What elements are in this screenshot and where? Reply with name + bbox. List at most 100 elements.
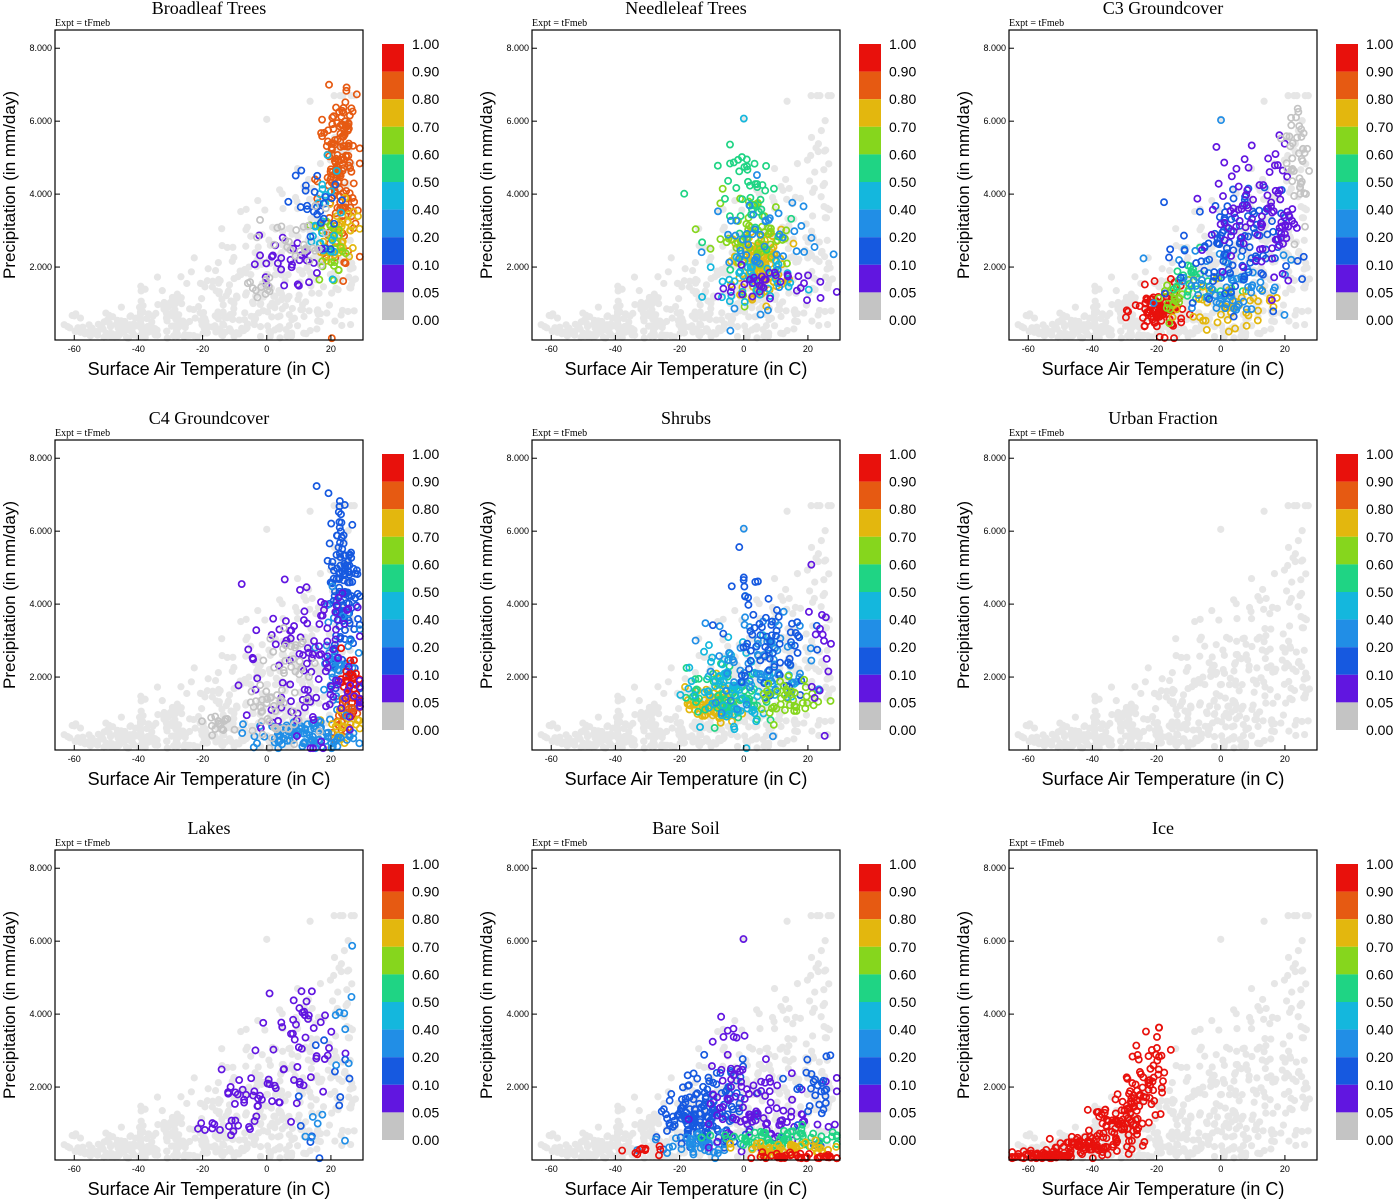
background-point [191, 724, 199, 732]
background-point [211, 676, 220, 685]
background-point [543, 324, 551, 332]
data-point [253, 293, 262, 302]
background-point [299, 306, 307, 314]
background-point [130, 730, 138, 738]
colorbar-swatch [1336, 44, 1358, 72]
background-point [1292, 321, 1300, 330]
background-point [548, 737, 557, 746]
x-axis-label: Surface Air Temperature (in C) [88, 359, 331, 379]
background-point [294, 232, 302, 241]
background-point [668, 724, 676, 732]
data-point [264, 282, 273, 291]
background-point [647, 311, 655, 320]
colorbar-label: 0.80 [1366, 91, 1393, 107]
background-point [793, 570, 802, 578]
background-point [548, 327, 557, 336]
data-point [787, 214, 796, 223]
data-point [750, 159, 759, 168]
data-points [680, 114, 841, 335]
colorbar-label: 0.70 [889, 119, 916, 135]
data-point [1287, 121, 1296, 130]
y-tick-label: 8.000 [983, 43, 1006, 53]
background-point [219, 332, 227, 340]
colorbar-label: 0.90 [1366, 64, 1393, 80]
background-point [637, 305, 645, 313]
background-point [263, 680, 272, 689]
background-point [199, 308, 208, 317]
background-point [204, 265, 212, 273]
background-point [689, 328, 697, 336]
data-point [273, 223, 282, 232]
data-point [810, 243, 819, 251]
data-point [295, 256, 304, 265]
background-point [1266, 276, 1274, 284]
data-point [1193, 194, 1202, 203]
background-point [130, 320, 138, 328]
data-point [339, 108, 348, 117]
background-point [805, 587, 814, 595]
background-point [102, 719, 110, 727]
data-point [329, 276, 338, 285]
data-point [352, 90, 361, 99]
background-point [822, 624, 831, 632]
data-point [301, 244, 310, 253]
colorbar-swatch [382, 209, 404, 238]
data-point [341, 142, 349, 151]
background-point [190, 664, 198, 672]
background-point [1054, 318, 1062, 326]
background-point [813, 92, 821, 100]
data-point [750, 201, 759, 210]
data-point [246, 278, 255, 287]
data-point [330, 258, 339, 267]
background-point [279, 205, 287, 213]
data-point [323, 151, 332, 160]
background-point [640, 327, 648, 335]
data-point [330, 261, 338, 270]
data-point [738, 235, 747, 244]
background-point [583, 323, 592, 331]
colorbar-label: 0.00 [1366, 312, 1393, 328]
background-point [308, 594, 316, 603]
background-point [226, 310, 234, 319]
background-point [175, 323, 183, 331]
background-point [1298, 307, 1306, 316]
data-point [724, 230, 733, 239]
y-tick-label: 2.000 [29, 672, 52, 682]
data-point [318, 132, 327, 141]
background-point [347, 284, 355, 292]
background-point [79, 323, 87, 331]
data-point [719, 284, 728, 293]
background-point [674, 317, 682, 325]
background-point [783, 507, 791, 515]
background-point [244, 320, 252, 328]
background-point [130, 331, 138, 339]
data-point [273, 259, 282, 268]
background-point [660, 279, 668, 288]
data-point [305, 278, 313, 287]
background-point [212, 328, 220, 336]
data-point [798, 699, 807, 707]
background-point [630, 273, 639, 281]
background-point [257, 299, 265, 308]
background-point [628, 325, 636, 333]
background-point [664, 678, 672, 686]
background-point [644, 322, 653, 330]
data-point [769, 184, 778, 193]
data-point [725, 212, 734, 221]
colorbar-swatch [382, 592, 404, 620]
background-point [1131, 273, 1139, 281]
data-point [716, 235, 725, 244]
data-point [755, 259, 764, 268]
x-tick-label: -20 [673, 754, 686, 764]
background-point [135, 303, 144, 311]
background-point [1181, 327, 1189, 335]
data-point [1288, 154, 1297, 163]
colorbar-label: 0.20 [1366, 229, 1393, 245]
background-point [215, 279, 223, 287]
data-point [740, 582, 749, 591]
background-point [177, 273, 185, 281]
data-point [280, 575, 289, 584]
data-point [343, 217, 352, 226]
colorbar-label: 0.80 [889, 91, 916, 107]
background-point [579, 309, 587, 317]
